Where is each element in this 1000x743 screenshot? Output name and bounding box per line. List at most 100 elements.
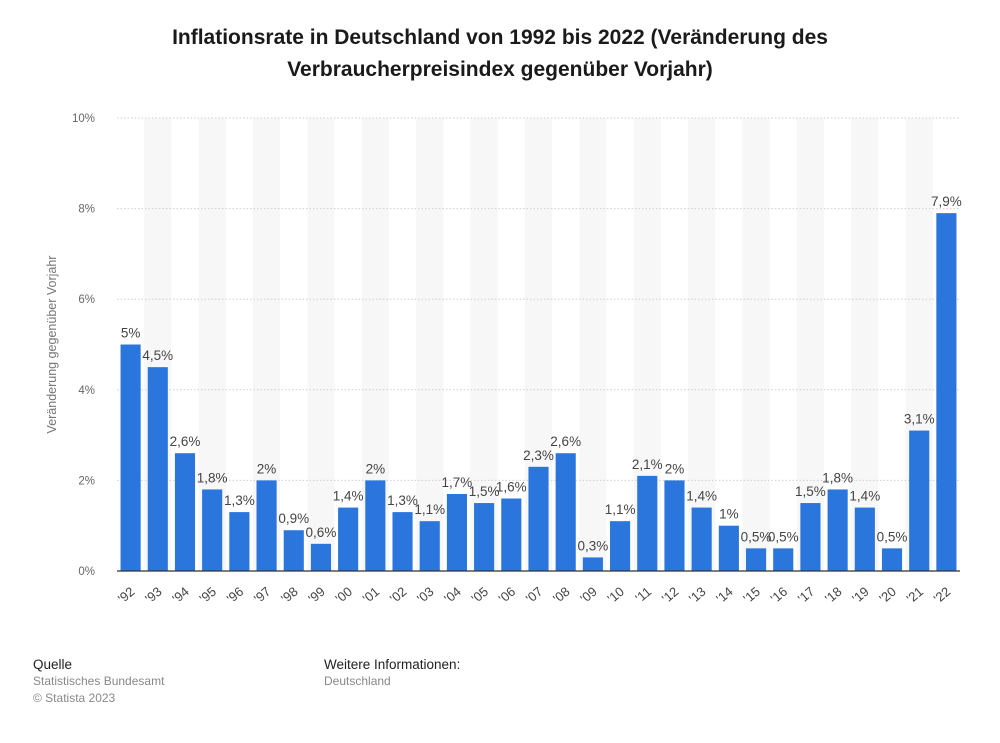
x-tick-label: '00 — [332, 584, 355, 606]
value-label: 2% — [257, 461, 277, 476]
bar — [691, 507, 712, 571]
bar — [338, 507, 359, 571]
value-label: 4,5% — [142, 348, 173, 363]
bar — [745, 548, 767, 571]
bar — [854, 507, 875, 571]
value-label: 1,5% — [469, 484, 500, 499]
value-label: 1,8% — [822, 470, 853, 485]
value-label: 1,3% — [224, 493, 255, 508]
value-label: 0,5% — [877, 529, 908, 544]
value-label: 7,9% — [931, 194, 962, 209]
value-label: 1,4% — [333, 489, 364, 504]
bar — [174, 453, 196, 571]
y-tick-label: 2% — [78, 475, 95, 487]
x-tick-label: '11 — [632, 584, 654, 606]
bar — [229, 512, 250, 571]
value-label: 1% — [719, 507, 739, 522]
value-label: 0,5% — [768, 529, 799, 544]
bar — [827, 489, 848, 571]
x-tick-label: '15 — [740, 584, 763, 606]
bar — [881, 548, 903, 571]
bar — [582, 557, 603, 571]
bar — [800, 503, 821, 571]
bar — [283, 530, 304, 571]
value-label: 1,1% — [414, 502, 445, 517]
bar — [392, 512, 413, 571]
column-band — [688, 118, 716, 571]
x-tick-label: '92 — [115, 584, 138, 606]
value-label: 3,1% — [904, 412, 935, 427]
value-label: 1,6% — [496, 480, 527, 495]
bar — [256, 480, 277, 571]
x-tick-label: '07 — [523, 584, 546, 606]
x-axis-ticks: '92'93'94'95'96'97'98'99'00'01'02'03'04 '… — [115, 584, 953, 606]
column-band — [851, 118, 879, 571]
value-label: 1,4% — [686, 489, 717, 504]
bar — [773, 548, 794, 571]
column-band — [470, 118, 498, 571]
value-label: 2,6% — [550, 434, 581, 449]
x-tick-label: '16 — [768, 584, 791, 606]
x-tick-label: '93 — [142, 584, 165, 606]
x-tick-label: '02 — [387, 584, 410, 606]
x-tick-label: '20 — [876, 584, 899, 606]
x-tick-label: '09 — [577, 584, 600, 606]
value-label: 0,6% — [306, 525, 337, 540]
value-label: 0,9% — [278, 511, 309, 526]
y-tick-label: 8% — [78, 204, 95, 216]
x-tick-label: '96 — [224, 584, 247, 606]
x-tick-label: '05 — [468, 584, 491, 606]
info-block: Weitere Informationen: Deutschland — [324, 656, 460, 690]
copyright-line: © Statista 2023 — [33, 691, 116, 705]
bar-chart: 0%2%4%6%8%10% 5%4,5%2,6%1,8%1,3%2%0,9%0,… — [45, 113, 962, 606]
x-tick-label: '10 — [604, 584, 627, 606]
value-label: 1,5% — [795, 484, 826, 499]
bar — [446, 493, 467, 571]
value-label: 2% — [665, 461, 685, 476]
column-band — [416, 118, 444, 571]
x-tick-label: '22 — [931, 584, 954, 606]
y-tick-label: 10% — [72, 113, 95, 125]
chart-title: Inflationsrate in Deutschland von 1992 b… — [172, 26, 828, 81]
value-label: 2% — [366, 461, 386, 476]
column-band — [307, 118, 335, 571]
value-label: 0,3% — [577, 538, 608, 553]
bar — [610, 521, 631, 571]
bar — [120, 344, 141, 571]
source-line: Statistisches Bundesamt — [33, 674, 165, 688]
x-tick-label: '03 — [414, 584, 437, 606]
bar — [528, 466, 549, 571]
value-labels: 5%4,5%2,6%1,8%1,3%2%0,9%0,6%1,4%2%1,3%1,… — [121, 194, 962, 553]
value-label: 1,3% — [387, 493, 418, 508]
bar — [909, 430, 930, 571]
y-tick-label: 4% — [78, 385, 95, 397]
value-label: 2,1% — [632, 457, 663, 472]
y-axis-ticks: 0% 2% 4% 6% 8% 10% — [72, 113, 95, 578]
bars — [120, 213, 957, 571]
y-tick-label: 6% — [78, 294, 95, 306]
info-line: Deutschland — [324, 674, 391, 688]
x-tick-label: '01 — [360, 584, 383, 606]
x-tick-label: '08 — [550, 584, 573, 606]
bar — [637, 475, 658, 571]
bar — [147, 367, 168, 571]
x-tick-label: '06 — [496, 584, 519, 606]
value-label: 0,5% — [741, 529, 772, 544]
value-label: 1,4% — [849, 489, 880, 504]
x-tick-label: '99 — [305, 584, 328, 606]
y-axis-label: Veränderung gegenüber Vorjahr — [45, 256, 59, 434]
x-tick-label: '97 — [251, 584, 274, 606]
bar — [365, 480, 386, 571]
x-tick-label: '94 — [169, 584, 192, 606]
x-tick-label: '04 — [441, 584, 464, 606]
value-label: 1,1% — [605, 502, 636, 517]
bar — [202, 489, 223, 571]
bar — [474, 503, 495, 571]
bar — [718, 525, 739, 571]
column-band — [742, 118, 770, 571]
bar — [419, 521, 440, 571]
value-label: 5% — [121, 326, 141, 341]
column-band — [579, 118, 607, 571]
x-tick-label: '14 — [713, 584, 736, 606]
x-tick-label: '18 — [822, 584, 845, 606]
